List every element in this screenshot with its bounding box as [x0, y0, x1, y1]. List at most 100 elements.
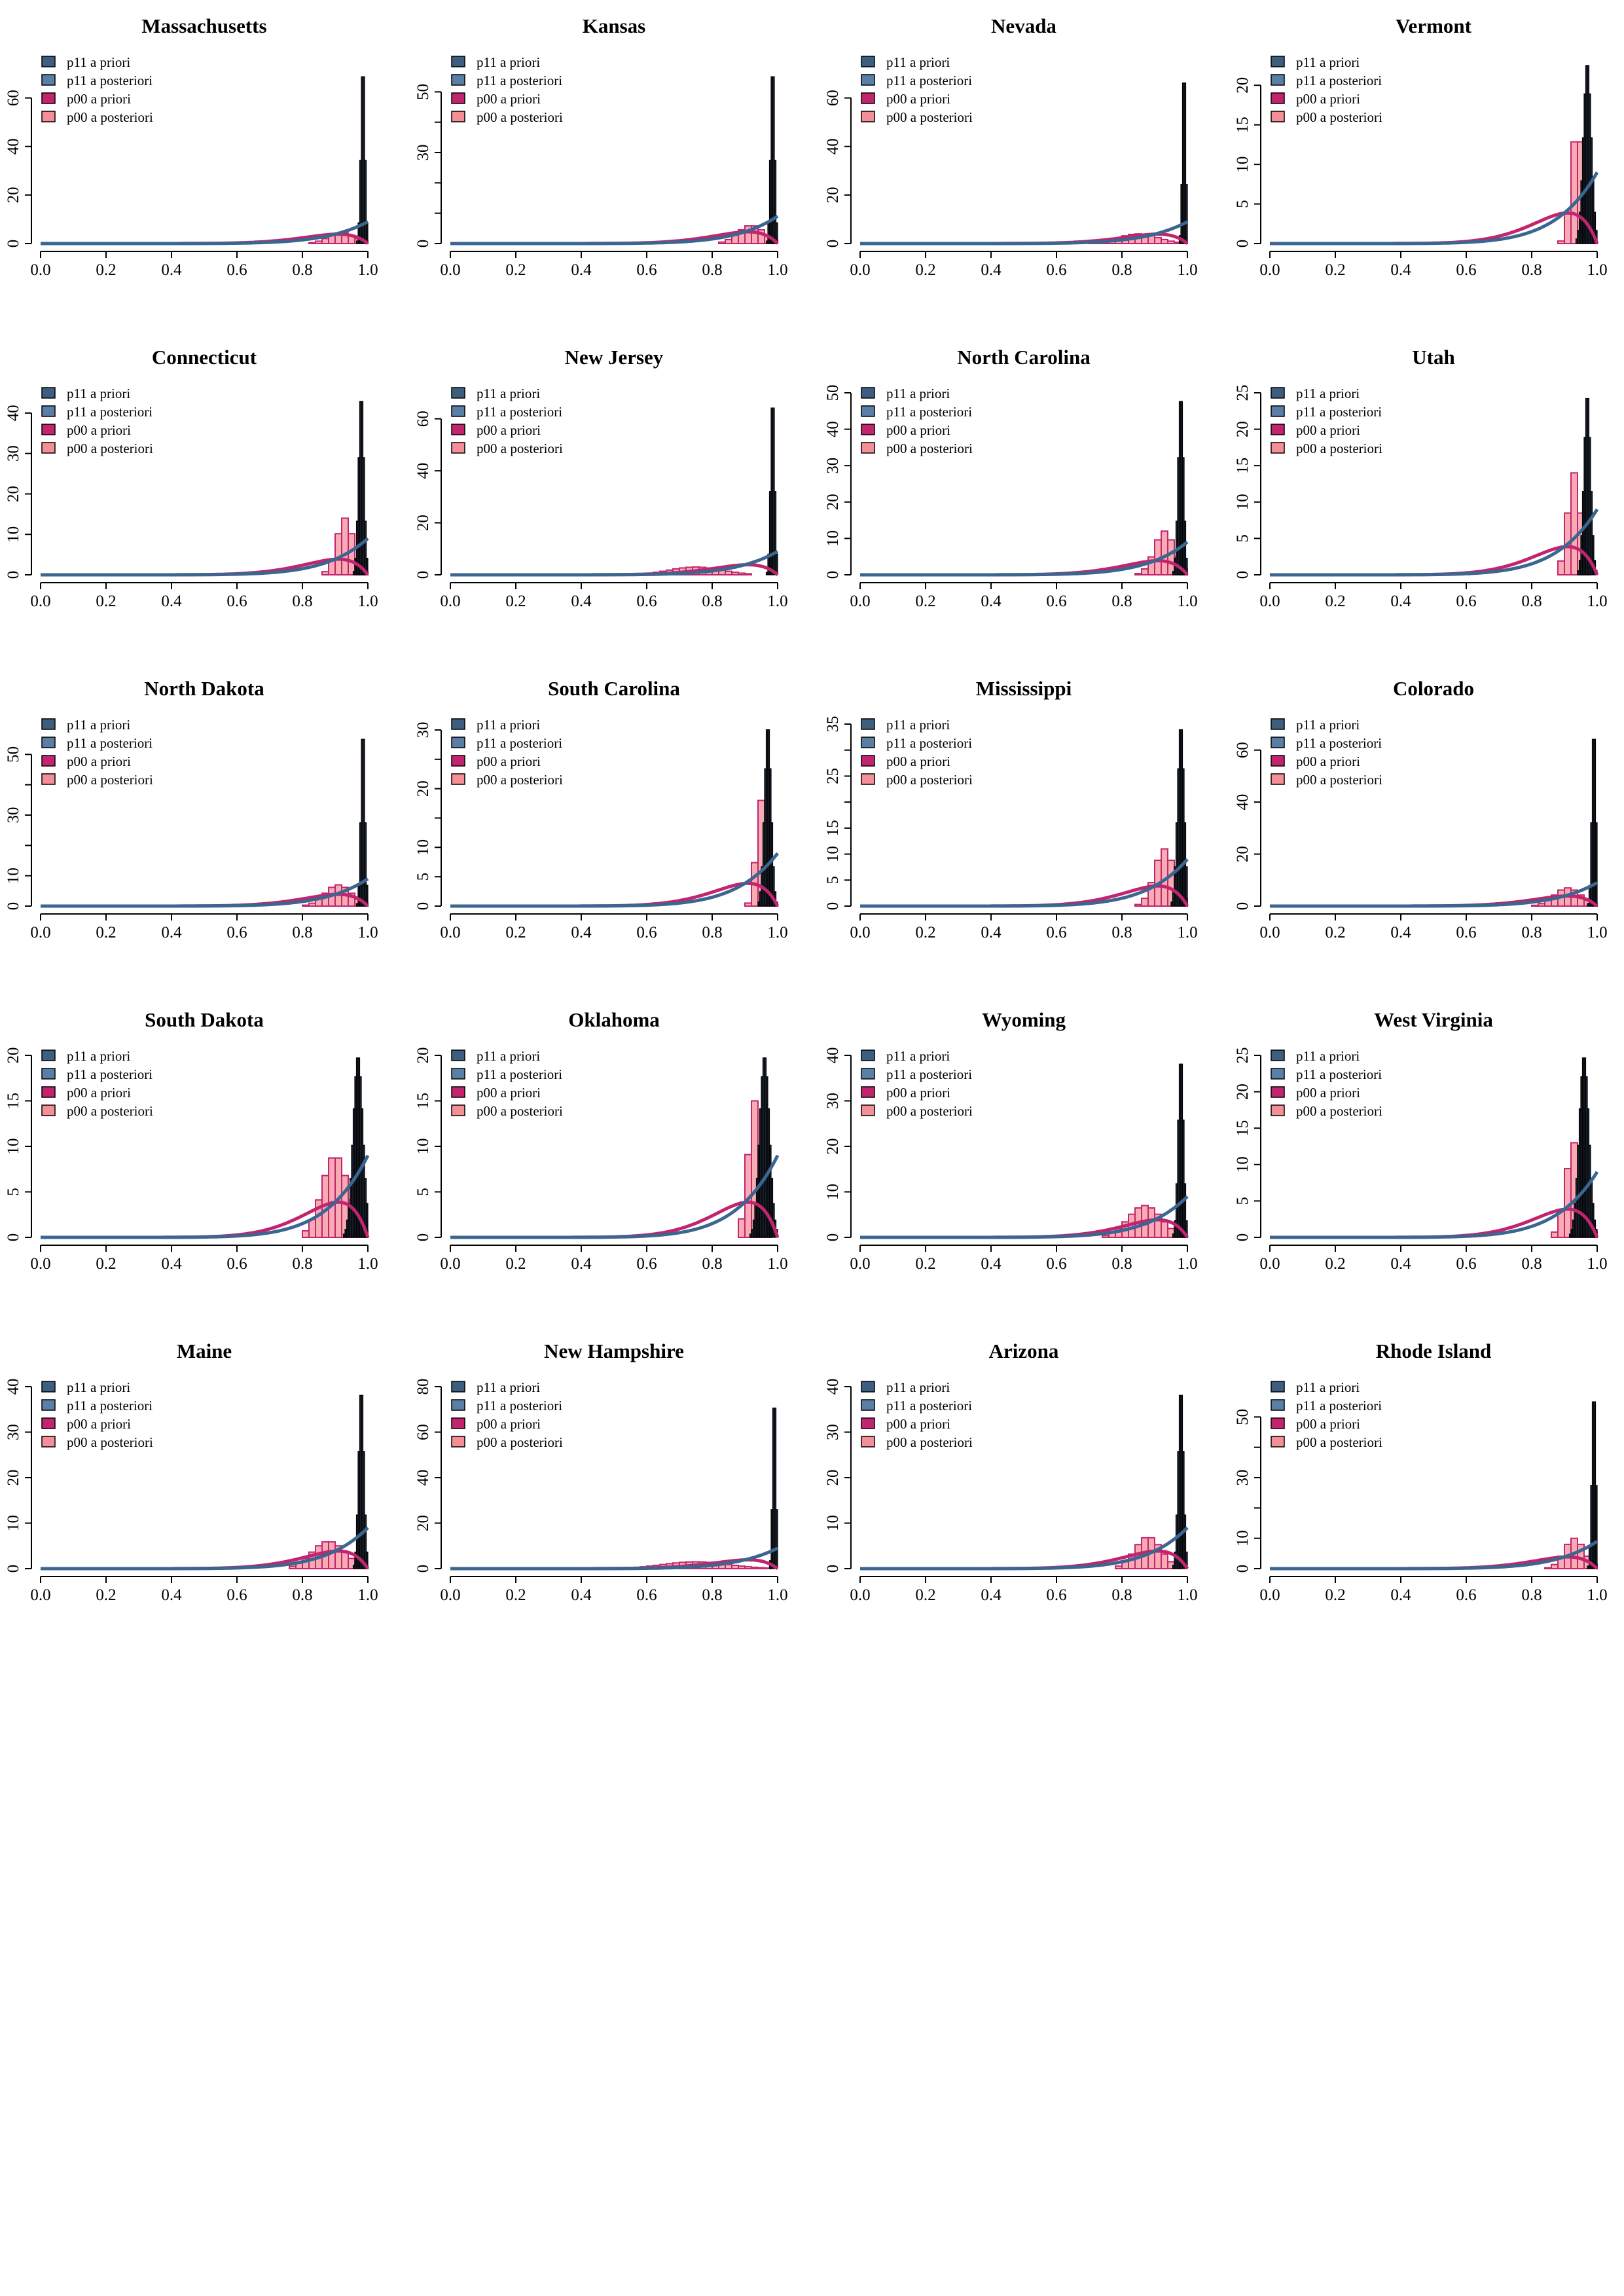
x-tick-label: 0.2 [505, 1586, 526, 1604]
p00-posterior-bar [348, 533, 355, 575]
legend-label: p00 a priori [477, 422, 541, 438]
p00-prior-curve [450, 881, 780, 908]
legend-swatch [861, 387, 875, 399]
legend-label: p11 a priori [477, 1379, 540, 1395]
chart-title: New Jersey [565, 346, 664, 369]
legend-swatch [41, 56, 56, 67]
legend-swatch [1271, 1049, 1285, 1061]
legend-swatch [1271, 1068, 1285, 1080]
y-tick-label: 80 [414, 1379, 432, 1395]
legend-label: p00 a priori [886, 1085, 950, 1101]
chart-panel: Utah 0.0 0.2 0.4 0.6 0.8 1.0 0 5 10 15 20 25 p11 a pr… [1234, 346, 1608, 610]
legend-swatch [41, 74, 56, 86]
x-tick-label: 0.2 [915, 924, 935, 941]
p00-posterior-bar [341, 517, 349, 575]
p11-prior-curve [860, 858, 1189, 908]
legend-label: p11 a priori [886, 54, 950, 70]
chart-panel: Oklahoma 0.0 0.2 0.4 0.6 0.8 1.0 0 5 10 15 20 p11 a … [414, 1008, 788, 1273]
p11-prior-curve [450, 1546, 779, 1571]
legend-swatch [1271, 424, 1285, 435]
p11-prior-curve [860, 220, 1189, 246]
y-tick-label: 0 [1234, 571, 1252, 579]
y-tick-label: 10 [824, 1184, 842, 1200]
x-tick-label: 0.0 [30, 924, 50, 941]
y-tick-label: 30 [414, 145, 432, 161]
y-tick-label: 60 [1234, 742, 1252, 758]
legend-swatch [861, 755, 875, 767]
legend-label: p11 a priori [1296, 54, 1360, 70]
legend-label: p00 a posteriori [1296, 441, 1382, 456]
x-tick-label: 0.0 [30, 1586, 50, 1604]
x-tick-label: 0.6 [1046, 592, 1066, 610]
x-tick-label: 1.0 [767, 924, 787, 941]
p00-posterior-bar [744, 573, 752, 575]
x-tick-label: 0.2 [96, 1255, 116, 1273]
y-tick-label: 5 [1234, 1197, 1252, 1205]
x-tick-label: 0.2 [505, 1255, 526, 1273]
p11-posterior-bar [1185, 866, 1188, 907]
x-tick-label: 0.4 [161, 261, 182, 279]
x-tick-label: 0.8 [702, 592, 722, 610]
legend-swatch [451, 424, 465, 435]
p00-prior-curve [450, 1200, 780, 1239]
legend-swatch [1271, 56, 1285, 67]
chart-title: Maine [177, 1339, 232, 1362]
legend-label: p11 a priori [1296, 717, 1360, 733]
x-tick-label: 1.0 [357, 592, 378, 610]
legend-swatch [861, 56, 875, 67]
y-tick-label: 10 [5, 526, 22, 543]
legend-label: p11 a posteriori [67, 1398, 153, 1413]
y-tick-label: 20 [5, 1470, 22, 1486]
x-tick-label: 0.2 [1325, 592, 1345, 610]
p00-posterior-bar [1570, 141, 1578, 244]
p11-prior-curve [1270, 1540, 1598, 1571]
legend-swatch [451, 442, 465, 454]
chart-panel: Connecticut 0.0 0.2 0.4 0.6 0.8 1.0 0 10 20 30 40 p1… [5, 346, 378, 610]
y-tick-label: 15 [1234, 117, 1252, 133]
legend-label: p11 a priori [477, 1048, 540, 1064]
p00-posterior-bar [731, 1564, 739, 1569]
p11-posterior-bar [1182, 1451, 1185, 1569]
x-tick-label: 0.8 [1521, 592, 1542, 610]
p11-prior-curve [1270, 881, 1598, 908]
chart-title: Utah [1412, 346, 1454, 369]
y-tick-label: 0 [414, 1565, 432, 1573]
p00-posterior-bar [308, 902, 316, 907]
x-tick-label: 0.8 [1521, 261, 1542, 279]
x-tick-label: 0.2 [1325, 924, 1345, 941]
y-tick-label: 10 [824, 846, 842, 862]
legend-label: p11 a posteriori [67, 1066, 153, 1082]
chart-panel: South Carolina 0.0 0.2 0.4 0.6 0.8 1.0 0 5 10 20 30… [414, 677, 788, 941]
x-tick-label: 0.4 [981, 924, 1001, 941]
legend-label: p00 a priori [886, 1416, 950, 1432]
x-tick-label: 0.6 [636, 261, 657, 279]
x-tick-label: 0.0 [440, 261, 460, 279]
p11-posterior-bar [364, 1514, 367, 1569]
x-tick-label: 0.6 [1046, 1586, 1066, 1604]
legend-label: p00 a posteriori [67, 772, 153, 788]
legend-label: p00 a priori [67, 1085, 131, 1101]
x-tick-label: 0.0 [30, 592, 50, 610]
p00-posterior-bar [718, 241, 726, 244]
p00-posterior-bar [1544, 1567, 1552, 1570]
x-tick-label: 1.0 [1587, 1586, 1607, 1604]
y-tick-label: 40 [414, 463, 432, 479]
x-tick-label: 0.6 [636, 924, 657, 941]
x-tick-label: 0.0 [30, 261, 50, 279]
legend-label: p11 a posteriori [477, 1066, 562, 1082]
p00-posterior-bar [1161, 530, 1168, 576]
p11-posterior-bar [774, 160, 777, 244]
legend-label: p00 a priori [886, 91, 950, 107]
x-tick-label: 1.0 [767, 1255, 787, 1273]
p00-posterior-bar [1531, 904, 1539, 907]
p00-posterior-bar [321, 571, 329, 575]
x-tick-label: 0.6 [1456, 1255, 1476, 1273]
legend-swatch [1271, 1417, 1285, 1429]
legend-label: p11 a posteriori [886, 404, 972, 420]
p00-posterior-bar [1115, 1565, 1123, 1569]
legend-swatch [451, 74, 465, 86]
p11-prior-curve [450, 215, 779, 246]
y-tick-label: 0 [824, 1565, 842, 1573]
legend-label: p11 a posteriori [886, 735, 972, 751]
p00-posterior-bar [302, 904, 310, 907]
